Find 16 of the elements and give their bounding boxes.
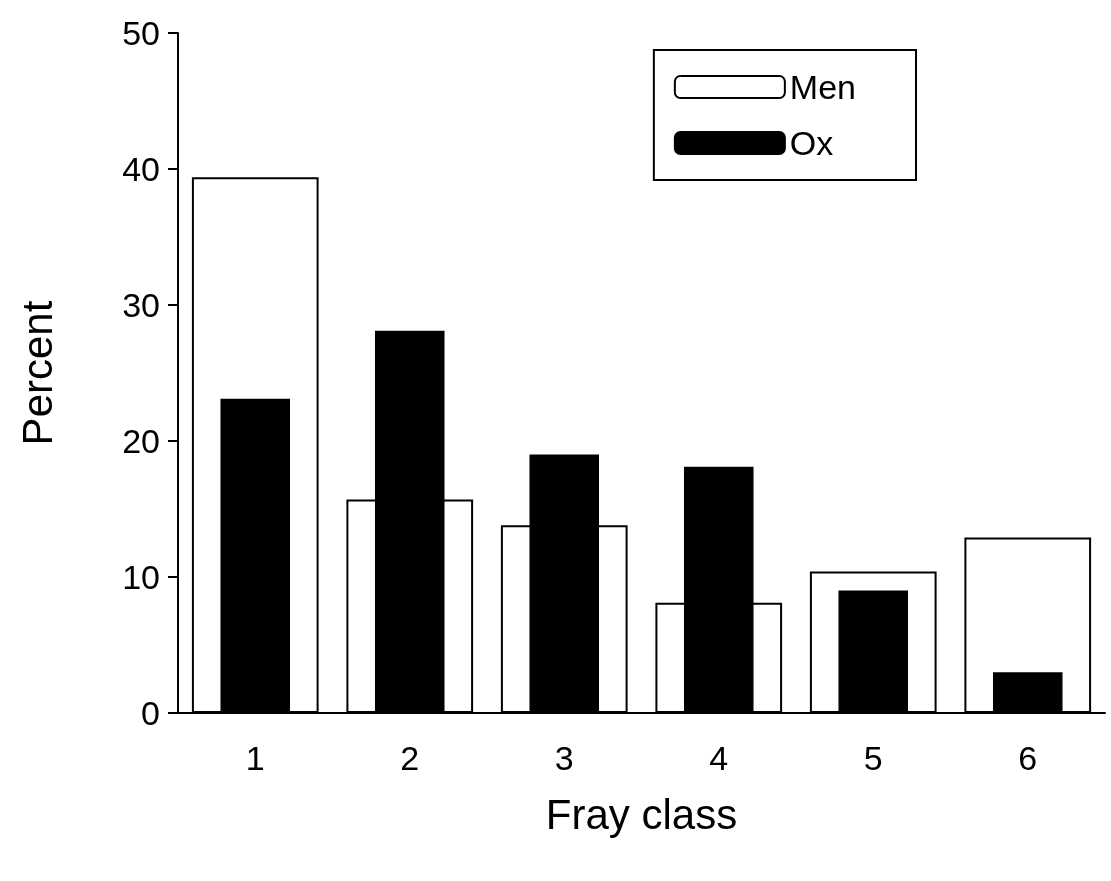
x-tick-label: 1 xyxy=(245,739,265,777)
x-tick-label: 5 xyxy=(863,739,883,777)
y-tick-label: 20 xyxy=(122,422,160,460)
y-tick-label: 40 xyxy=(122,150,160,188)
x-axis-title: Fray class xyxy=(545,790,738,838)
y-tick-label: 0 xyxy=(141,694,160,732)
x-tick-label: 3 xyxy=(554,739,574,777)
x-tick-label: 4 xyxy=(709,739,729,777)
legend-label: Men xyxy=(789,68,856,106)
legend-label: Ox xyxy=(789,124,834,162)
x-tick-label: 2 xyxy=(400,739,420,777)
y-axis-title: Percent xyxy=(13,300,61,446)
x-tick-label: 6 xyxy=(1018,739,1038,777)
y-tick-label: 50 xyxy=(122,14,160,52)
y-tick-label: 30 xyxy=(122,286,160,324)
y-tick-label: 10 xyxy=(122,558,160,596)
